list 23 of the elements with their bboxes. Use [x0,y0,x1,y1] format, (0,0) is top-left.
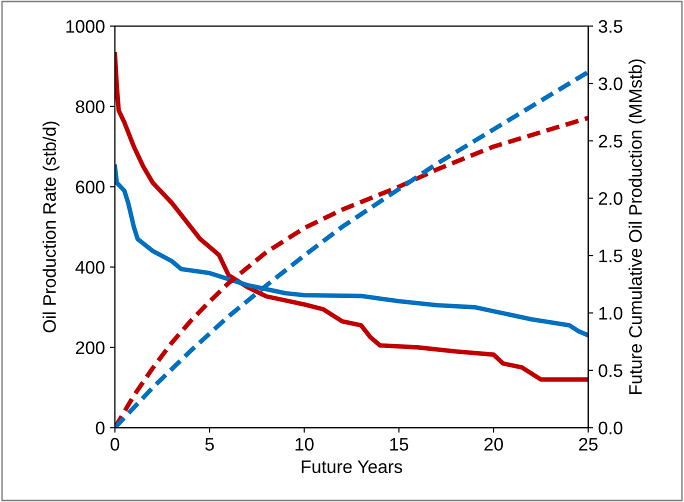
y2-axis-title: Future Cumulative Oil Production (MMstb) [628,59,646,394]
x-axis-title: Future Years [302,460,402,474]
x-tick-label: 20 [484,438,503,451]
y2-tick-label: 3.5 [598,20,622,33]
x-tick-label: 10 [296,438,314,451]
x-tick-label: 0 [110,438,120,451]
y2-tick-label: 3.0 [598,77,622,90]
y2-tick-label: 2.5 [598,134,622,148]
y-tick-label: 200 [76,341,104,354]
y2-tick-label: 2.0 [598,192,622,205]
y2-tick-label: 1.5 [599,250,622,262]
y2-tick-label: 1.0 [599,306,622,320]
y2-tick-label: 0.0 [598,422,622,434]
y-tick-label: 0 [96,422,104,434]
x-tick-label: 25 [579,438,598,451]
y-axis-title: Oil Production Rate (stb/d) [42,122,60,332]
y-tick-label: 600 [76,180,104,194]
x-tick-label: 15 [390,438,408,451]
y-tick-label: 1000 [66,20,104,33]
x-tick-label: 5 [205,438,214,451]
y-tick-label: 400 [75,261,104,274]
y-tick-label: 800 [76,100,104,114]
y2-tick-label: 0.5 [598,364,622,378]
